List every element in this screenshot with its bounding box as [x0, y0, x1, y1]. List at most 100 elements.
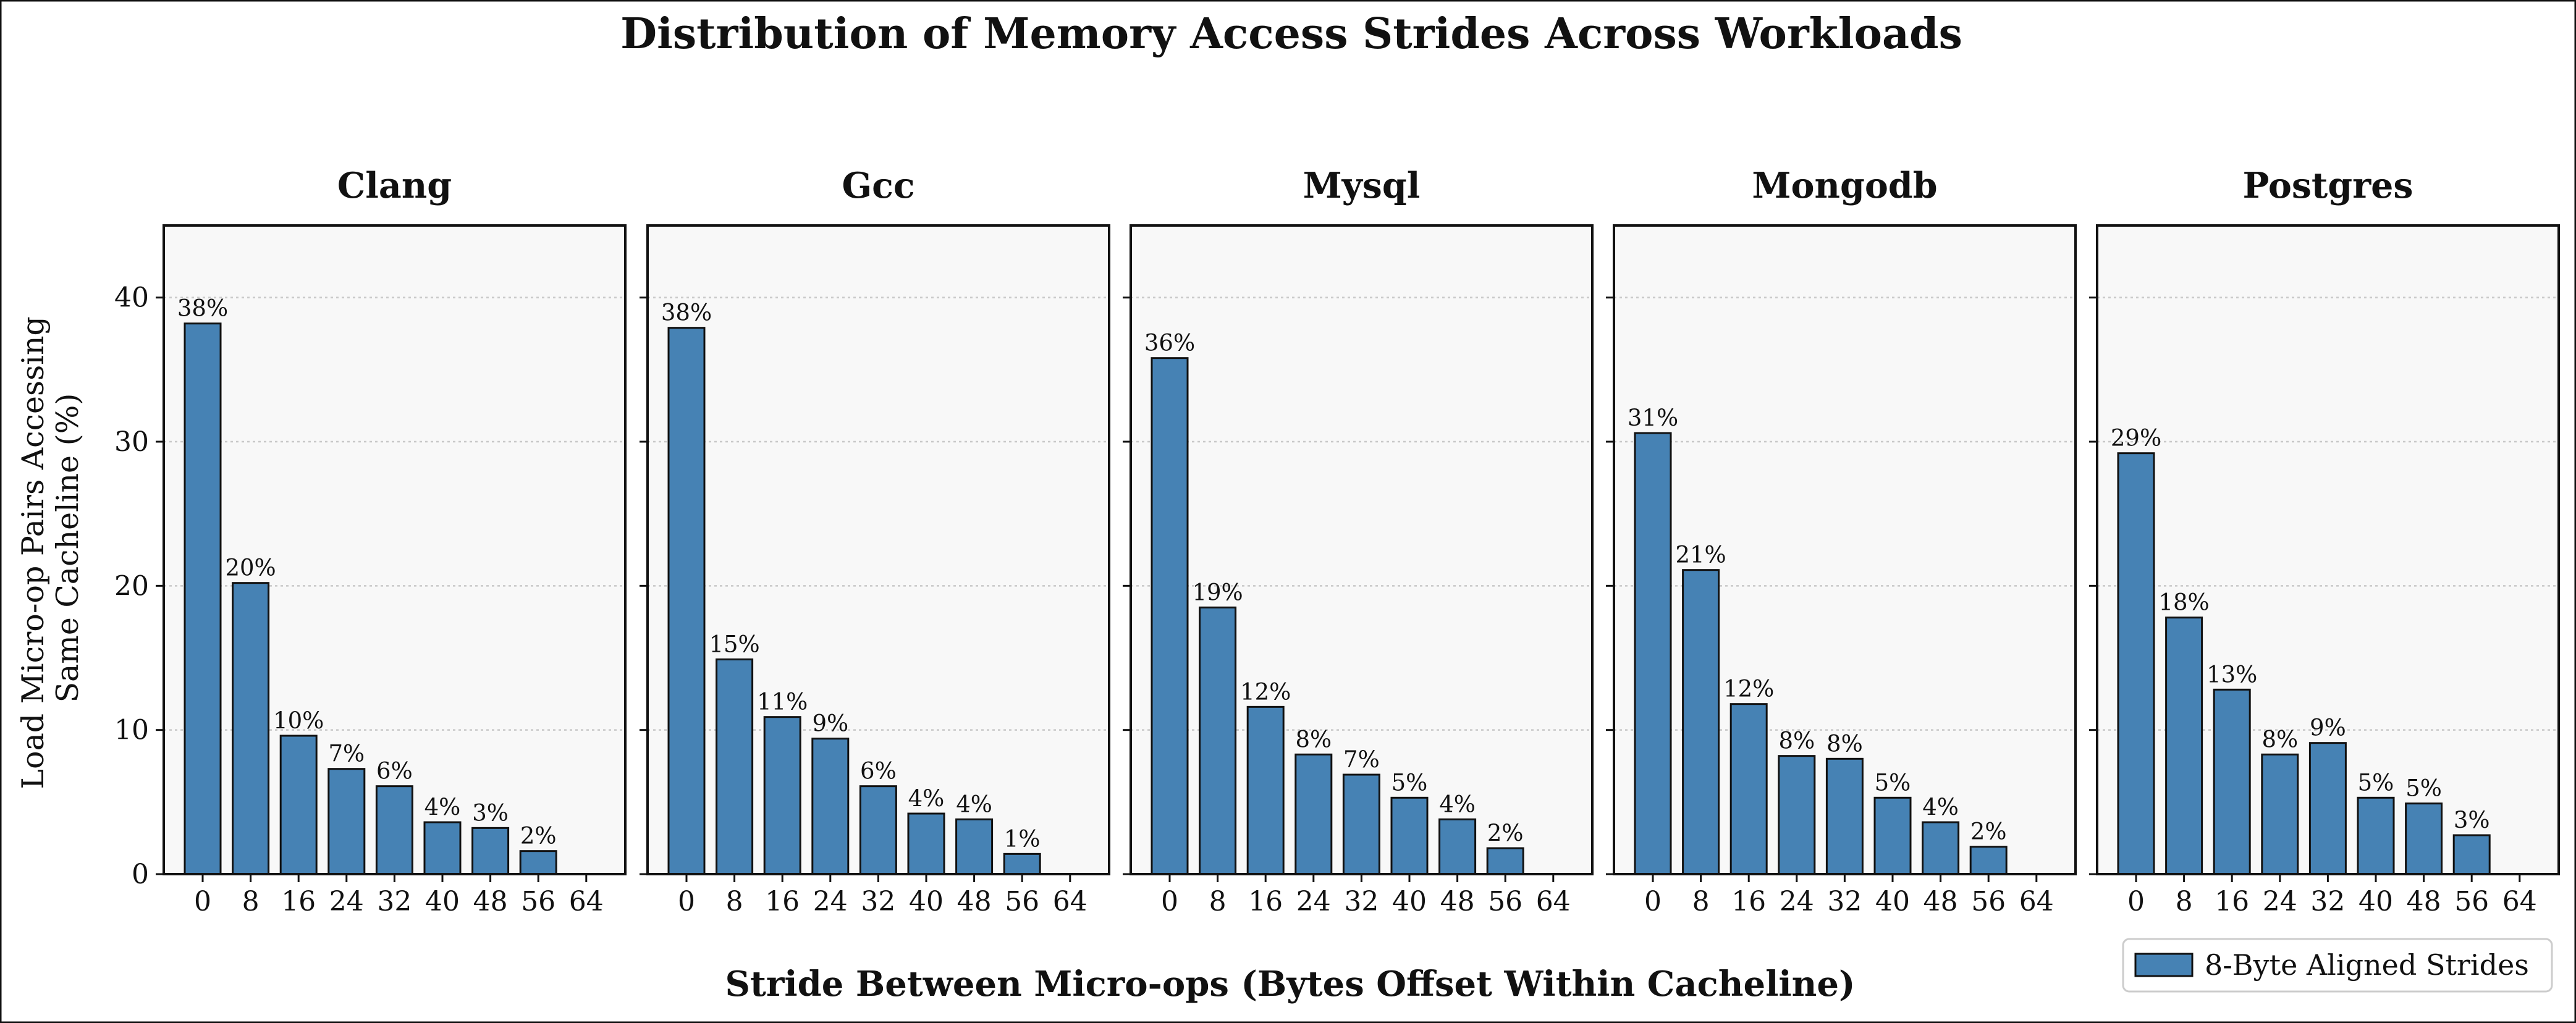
bar-value-label: 8% — [1826, 730, 1863, 757]
bar — [2261, 753, 2299, 875]
bar-value-label: 4% — [1922, 794, 1959, 820]
bar — [2308, 742, 2347, 875]
bar-value-label: 3% — [472, 799, 509, 826]
bar-value-label: 36% — [1144, 330, 1195, 356]
x-tick-label: 24 — [2263, 886, 2297, 917]
bar-value-label: 7% — [1343, 746, 1380, 773]
bar-value-label: 29% — [2111, 425, 2161, 452]
bar — [1682, 569, 1720, 875]
y-tick-label: 0 — [132, 859, 149, 890]
bar-value-label: 5% — [1391, 769, 1428, 796]
bar — [1246, 705, 1285, 875]
bar-value-label: 9% — [812, 710, 848, 737]
bar — [1390, 796, 1429, 875]
bar-value-label: 3% — [2454, 807, 2490, 833]
x-tick-label: 32 — [377, 886, 412, 917]
bar-value-label: 2% — [1970, 819, 2007, 845]
x-tick-label: 8 — [1209, 886, 1227, 917]
x-tick-label: 0 — [678, 886, 695, 917]
x-tick-label: 56 — [1971, 886, 2006, 917]
bar-value-label: 8% — [1778, 728, 1815, 754]
bar — [375, 785, 413, 875]
bar-value-label: 15% — [709, 631, 759, 657]
x-tick-label: 48 — [1440, 886, 1475, 917]
x-tick-label: 32 — [861, 886, 895, 917]
panel-title: Mysql — [1303, 165, 1421, 206]
bar — [859, 785, 897, 875]
x-tick-label: 32 — [2310, 886, 2345, 917]
panel-frame — [646, 224, 1110, 875]
bar — [184, 322, 222, 875]
bar-value-label: 5% — [1875, 769, 1911, 796]
bar-value-label: 13% — [2206, 661, 2257, 688]
bar — [1342, 773, 1380, 875]
y-tick-label: 10 — [114, 715, 149, 746]
panel-title: Gcc — [842, 165, 914, 206]
panel-clang: 38% 0 20% 8 10% 16 7% 24 6% 32 4% 40 3% 48 2% 56 64 0 10 20… — [114, 165, 627, 917]
bar — [1825, 757, 1864, 875]
bar — [2117, 452, 2155, 875]
panel-postgres: 29% 0 18% 8 13% 16 8% 24 9% 32 5% 40 5% 48 3% 56 64 Postg… — [2089, 165, 2560, 917]
bar-value-label: 11% — [757, 689, 808, 715]
panel-title: Postgres — [2242, 165, 2413, 206]
x-tick-label: 16 — [1731, 886, 1766, 917]
bar — [1729, 703, 1768, 875]
panel-gcc: 38% 0 15% 8 11% 16 9% 24 6% 32 4% 40 4% 48 1% 56 64 Gcc — [640, 165, 1110, 917]
bar — [763, 716, 801, 875]
bar-value-label: 5% — [2405, 775, 2442, 802]
bar — [2452, 834, 2491, 875]
bar — [471, 827, 510, 875]
x-tick-label: 56 — [1488, 886, 1522, 917]
bar-value-label: 19% — [1192, 579, 1243, 605]
chart-title: Distribution of Memory Access Strides Ac… — [620, 9, 1962, 59]
x-tick-label: 48 — [1924, 886, 1958, 917]
y-axis-label-line-1: Load Micro-op Pairs Accessing — [15, 316, 51, 789]
legend-swatch — [2134, 953, 2194, 977]
bar — [2213, 688, 2251, 875]
x-tick-label: 8 — [242, 886, 260, 917]
x-tick-label: 40 — [1875, 886, 1910, 917]
x-tick-label: 24 — [1296, 886, 1331, 917]
bar — [667, 327, 706, 875]
bar — [1294, 753, 1333, 875]
panel-mongodb: 31% 0 21% 8 12% 16 8% 24 8% 32 5% 40 4% 48 2% 56 64 Mongo… — [1606, 165, 2077, 917]
bar-value-label: 9% — [2310, 715, 2346, 741]
bar-value-label: 10% — [273, 707, 324, 734]
bar — [327, 768, 366, 875]
panel-frame — [1130, 224, 1594, 875]
bar — [1438, 818, 1477, 875]
bar-value-label: 6% — [376, 758, 413, 785]
bar-value-label: 4% — [1439, 791, 1476, 817]
x-tick-label: 32 — [1827, 886, 1862, 917]
panel-title: Mongodb — [1752, 165, 1937, 206]
bar — [519, 850, 557, 875]
panel-title: Clang — [337, 165, 452, 206]
bar — [1003, 852, 1041, 875]
x-tick-label: 16 — [2215, 886, 2249, 917]
panel-frame — [2096, 224, 2560, 875]
x-tick-label: 16 — [765, 886, 800, 917]
bar — [279, 735, 318, 875]
x-tick-label: 16 — [1248, 886, 1283, 917]
bar — [1634, 432, 1672, 875]
x-tick-label: 64 — [2019, 886, 2054, 917]
bar — [2405, 802, 2443, 875]
bar — [2165, 617, 2203, 875]
bar-value-label: 38% — [177, 295, 228, 322]
x-tick-label: 64 — [2502, 886, 2537, 917]
panels: 38% 0 20% 8 10% 16 7% 24 6% 32 4% 40 3% 48 2% 56 64 0 10 20… — [114, 165, 2560, 917]
y-axis-label: Load Micro-op Pairs Accessing Same Cache… — [15, 307, 85, 789]
legend-label: 8-Byte Aligned Strides — [2205, 948, 2529, 982]
x-tick-label: 24 — [1780, 886, 1814, 917]
x-tick-label: 8 — [2176, 886, 2193, 917]
x-tick-label: 0 — [2127, 886, 2145, 917]
bar — [1486, 847, 1524, 875]
bar-value-label: 6% — [860, 758, 897, 785]
legend: 8-Byte Aligned Strides — [2122, 938, 2553, 993]
bar-value-label: 12% — [1240, 678, 1291, 705]
bar — [907, 812, 945, 875]
bar — [1969, 846, 2008, 875]
x-tick-label: 8 — [726, 886, 743, 917]
x-tick-label: 56 — [1005, 886, 1039, 917]
